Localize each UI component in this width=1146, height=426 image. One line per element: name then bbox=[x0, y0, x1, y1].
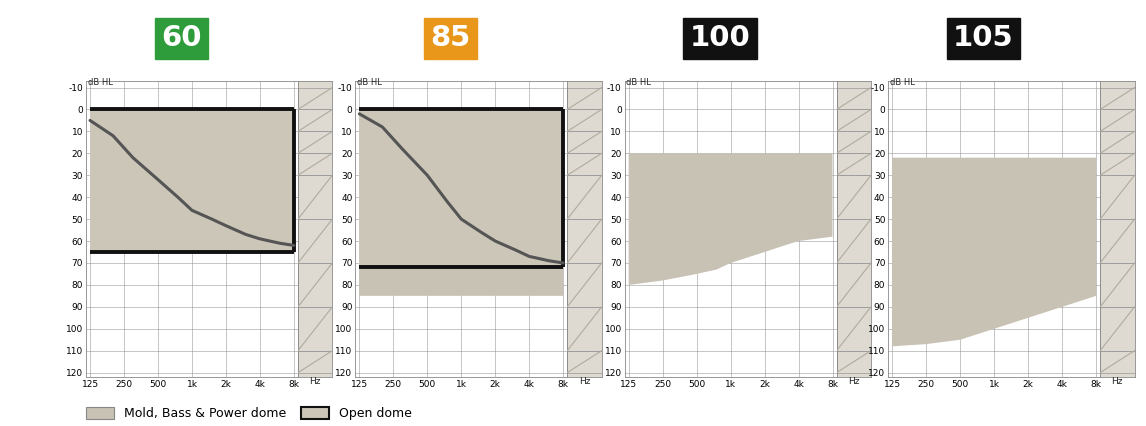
Bar bbox=[298, 109, 332, 131]
Legend: Mold, Bass & Power dome, Open dome: Mold, Bass & Power dome, Open dome bbox=[86, 406, 411, 420]
Bar bbox=[298, 351, 332, 373]
Bar bbox=[298, 87, 332, 109]
Text: Hz: Hz bbox=[1112, 377, 1123, 386]
Bar bbox=[567, 153, 602, 175]
Bar bbox=[837, 131, 871, 153]
Polygon shape bbox=[893, 158, 1096, 346]
Bar bbox=[1100, 307, 1135, 351]
Bar bbox=[1100, 219, 1135, 263]
Bar bbox=[567, 87, 602, 109]
Bar bbox=[567, 351, 602, 373]
Bar bbox=[298, 175, 332, 219]
Polygon shape bbox=[629, 153, 832, 285]
Bar bbox=[837, 153, 871, 175]
Text: 85: 85 bbox=[431, 24, 471, 52]
Bar bbox=[1100, 263, 1135, 307]
Bar bbox=[837, 219, 871, 263]
Bar bbox=[298, 307, 332, 351]
Text: dB HL: dB HL bbox=[889, 78, 915, 86]
Text: 105: 105 bbox=[953, 24, 1014, 52]
Bar bbox=[837, 109, 871, 131]
Bar bbox=[837, 351, 871, 373]
Bar bbox=[1100, 351, 1135, 373]
Bar bbox=[837, 87, 871, 109]
Polygon shape bbox=[91, 109, 293, 252]
Bar bbox=[298, 131, 332, 153]
Bar bbox=[567, 307, 602, 351]
Bar bbox=[567, 109, 602, 131]
Text: Hz: Hz bbox=[579, 377, 590, 386]
Bar bbox=[298, 263, 332, 307]
Polygon shape bbox=[360, 109, 563, 268]
Bar bbox=[837, 263, 871, 307]
Bar bbox=[1100, 87, 1135, 109]
Bar bbox=[1100, 109, 1135, 131]
Bar bbox=[567, 219, 602, 263]
Bar bbox=[837, 307, 871, 351]
Text: dB HL: dB HL bbox=[356, 78, 382, 86]
Bar bbox=[1100, 175, 1135, 219]
Text: 100: 100 bbox=[690, 24, 751, 52]
Text: dB HL: dB HL bbox=[626, 78, 651, 86]
Text: 60: 60 bbox=[162, 24, 202, 52]
Bar bbox=[837, 175, 871, 219]
Bar bbox=[567, 131, 602, 153]
Text: Hz: Hz bbox=[309, 377, 321, 386]
Polygon shape bbox=[91, 121, 293, 252]
Polygon shape bbox=[360, 114, 563, 268]
Bar bbox=[567, 263, 602, 307]
Bar bbox=[298, 153, 332, 175]
Text: Hz: Hz bbox=[848, 377, 860, 386]
Text: dB HL: dB HL bbox=[87, 78, 112, 86]
Bar bbox=[298, 219, 332, 263]
Bar bbox=[567, 175, 602, 219]
Bar bbox=[1100, 153, 1135, 175]
Polygon shape bbox=[360, 114, 563, 296]
Bar bbox=[1100, 131, 1135, 153]
